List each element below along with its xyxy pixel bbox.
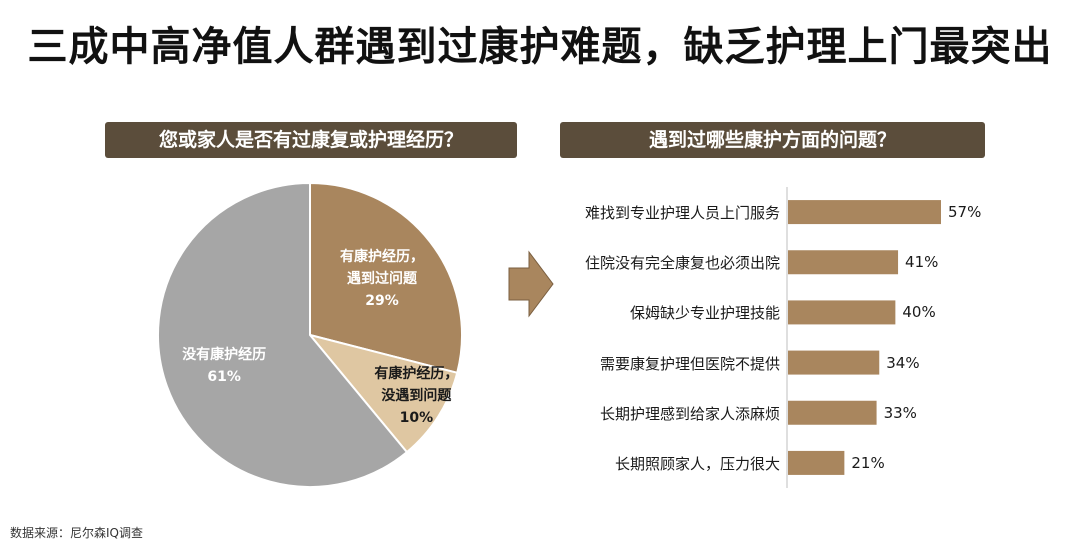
- pie-label-no-experience: 没有康护经历 61%: [182, 344, 266, 388]
- pie-label-line1: 没有康护经历: [182, 346, 267, 363]
- pie-slice-no-experience: [157, 181, 409, 488]
- pie-label-line1: 有康护经历，: [340, 249, 425, 266]
- pie-slice-experienced-no-problems: [307, 333, 459, 454]
- right-arrow-icon: [508, 250, 554, 318]
- bar-4: [788, 400, 877, 425]
- bar-2: [788, 300, 896, 325]
- bar-category-label: 需要康复护理但医院不提供: [599, 354, 780, 373]
- bar-0: [788, 200, 941, 225]
- bar-category-label: 长期护理感到给家人添麻烦: [599, 404, 780, 423]
- bar-category-label: 难找到专业护理人员上门服务: [584, 204, 780, 223]
- pie-label-value: 29%: [365, 293, 399, 310]
- pie-question-banner: 您或家人是否有过康复或护理经历？: [105, 122, 517, 158]
- bar-3: [788, 350, 880, 375]
- pie-label-line2: 没遇到问题: [381, 387, 452, 404]
- pie-label-value: 61%: [207, 368, 241, 385]
- pie-label-experienced-no-problems: 有康护经历， 没遇到问题 10%: [374, 363, 458, 429]
- bar-value-label: 57%: [948, 203, 982, 222]
- pie-label-experienced-problems: 有康护经历， 遇到过问题 29%: [340, 246, 424, 312]
- bar-category-label: 长期照顾家人，压力很大: [614, 454, 780, 473]
- data-source-note: 数据来源：尼尔森IQ调查: [10, 526, 143, 540]
- bar-1: [788, 250, 899, 275]
- bar-value-label: 34%: [886, 353, 920, 372]
- bar-value-label: 40%: [902, 303, 936, 322]
- bar-value-label: 21%: [851, 453, 885, 472]
- pie-label-line1: 有康护经历，: [374, 365, 459, 382]
- pie-label-value: 10%: [399, 409, 434, 426]
- pie-label-line2: 遇到过问题: [347, 271, 418, 288]
- page-title: 三成中高净值人群遇到过康护难题，缺乏护理上门最突出: [27, 24, 1053, 70]
- bar-5: [788, 450, 845, 475]
- bar-value-label: 33%: [883, 403, 917, 422]
- bar-category-label: 保姆缺少专业护理技能: [629, 304, 780, 323]
- bar-question-banner: 遇到过哪些康护方面的问题？: [560, 122, 985, 158]
- bar-category-label: 住院没有完全康复也必须出院: [584, 254, 780, 273]
- bar-value-label: 41%: [905, 253, 939, 272]
- pie-slice-experienced-problems: [309, 181, 463, 375]
